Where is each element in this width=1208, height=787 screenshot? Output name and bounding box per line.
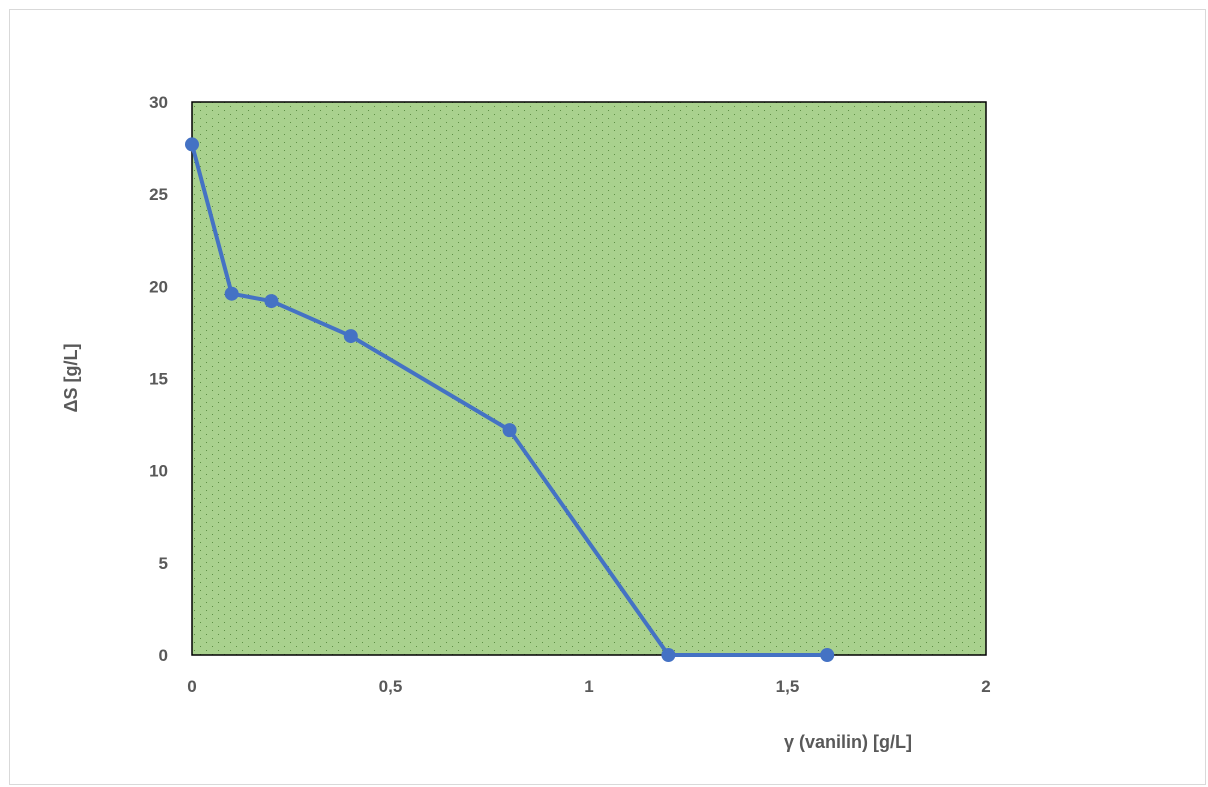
- x-tick-label: 0: [187, 677, 196, 696]
- plot-background: [191, 101, 987, 656]
- x-axis-tick-labels: 0 0,5 1 1,5 2: [187, 677, 990, 696]
- data-point-marker: [185, 137, 199, 152]
- y-tick-label: 10: [149, 462, 168, 481]
- data-point-marker: [264, 294, 279, 309]
- x-tick-label: 1,5: [776, 677, 800, 696]
- y-tick-label: 5: [159, 554, 168, 573]
- y-tick-label: 25: [149, 185, 168, 204]
- x-tick-label: 2: [981, 677, 990, 696]
- y-tick-label: 0: [159, 646, 168, 665]
- y-tick-label: 30: [149, 93, 168, 112]
- data-point-marker: [224, 286, 239, 301]
- x-axis-title: γ (vanilin) [g/L]: [784, 732, 912, 752]
- y-axis-title: ΔS [g/L]: [61, 344, 81, 413]
- plot-area: [191, 101, 987, 656]
- data-point-marker: [343, 329, 358, 344]
- data-point-marker: [820, 648, 835, 662]
- y-axis-tick-labels: 0 5 10 15 20 25 30: [149, 93, 168, 665]
- data-point-marker: [502, 423, 517, 438]
- x-tick-label: 0,5: [379, 677, 403, 696]
- x-tick-label: 1: [584, 677, 593, 696]
- y-tick-label: 15: [149, 370, 168, 389]
- series-layer: [185, 137, 835, 662]
- data-point-marker: [661, 648, 676, 662]
- y-tick-label: 20: [149, 277, 168, 296]
